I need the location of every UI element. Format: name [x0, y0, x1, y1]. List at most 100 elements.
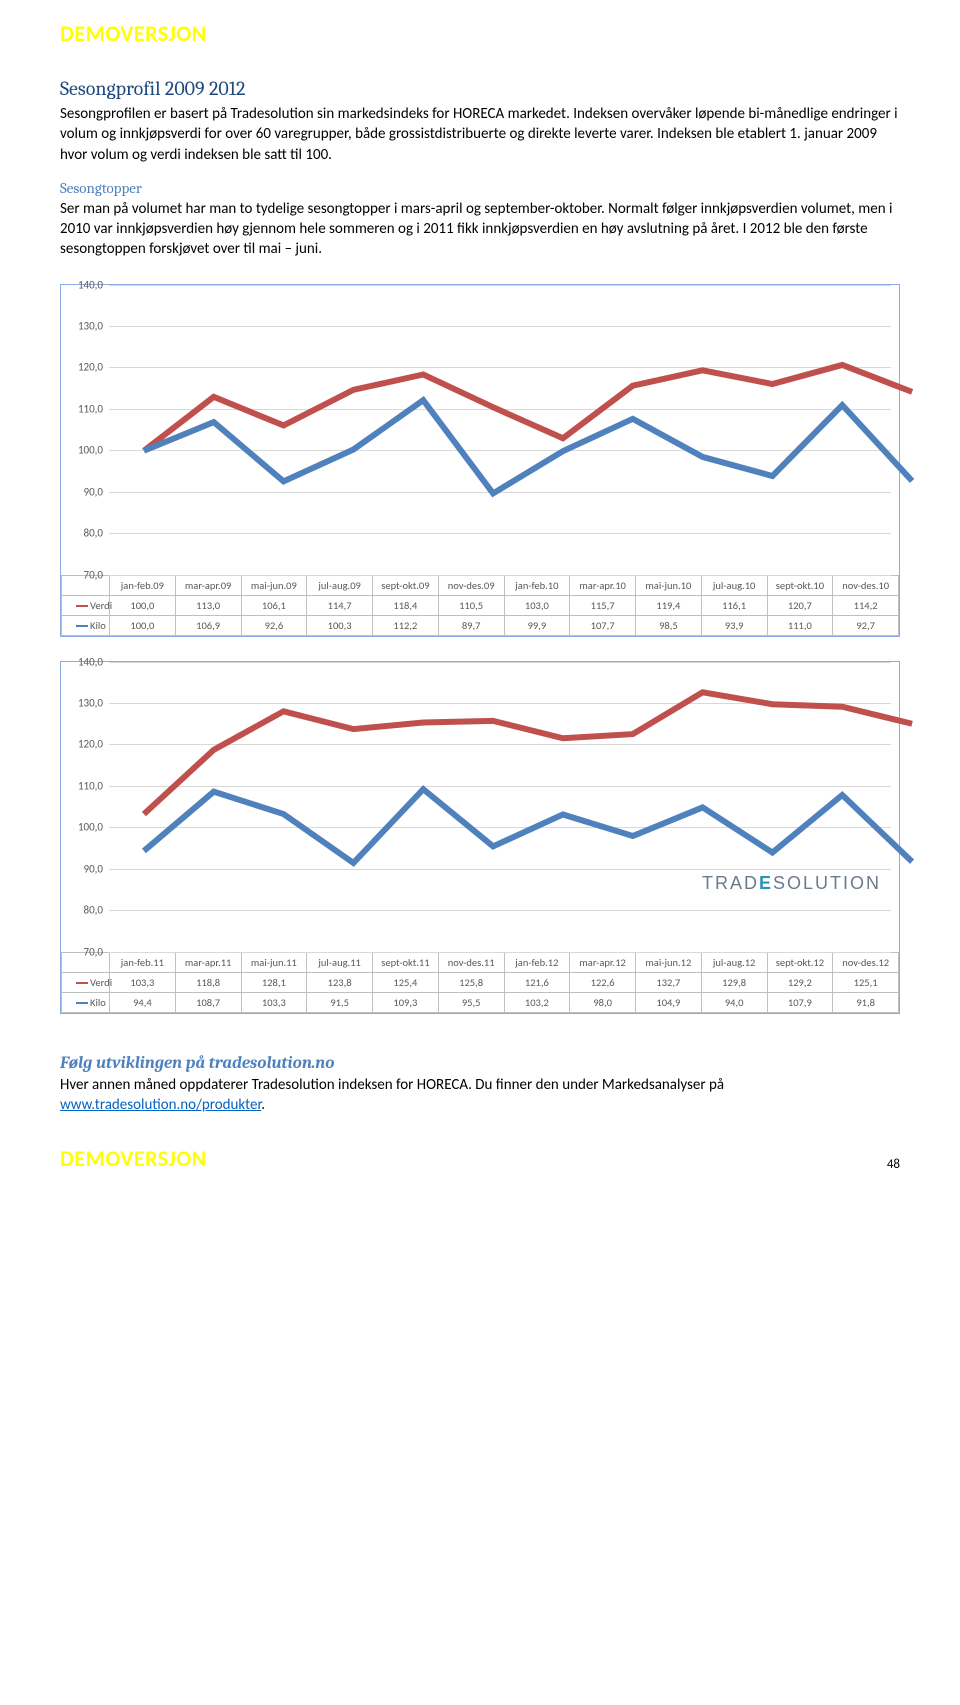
verdi-cell: 128,1 — [241, 972, 307, 992]
verdi-cell: 132,7 — [636, 972, 702, 992]
kilo-cell: 91,8 — [833, 992, 899, 1012]
watermark-top: DEMOVERSJON — [60, 20, 900, 47]
kilo-cell: 112,2 — [373, 615, 439, 635]
y-tick: 90,0 — [84, 862, 103, 875]
watermark-bottom: DEMOVERSJON — [60, 1145, 900, 1172]
y-tick: 110,0 — [78, 779, 103, 792]
kilo-cell: 109,3 — [373, 992, 439, 1012]
y-tick: 130,0 — [78, 696, 103, 709]
category-header: mar-apr.09 — [175, 575, 241, 595]
follow-title: Følg utviklingen på tradesolution.no — [60, 1054, 900, 1073]
y-tick: 100,0 — [78, 821, 103, 834]
verdi-cell: 120,7 — [767, 595, 833, 615]
verdi-cell: 114,2 — [833, 595, 899, 615]
verdi-cell: 116,1 — [701, 595, 767, 615]
subsection-body: Ser man på volumet har man to tydelige s… — [60, 199, 900, 260]
y-tick: 80,0 — [84, 904, 103, 917]
kilo-cell: 100,3 — [307, 615, 373, 635]
verdi-cell: 125,1 — [833, 972, 899, 992]
kilo-cell: 108,7 — [175, 992, 241, 1012]
verdi-cell: 125,8 — [438, 972, 504, 992]
verdi-cell: 129,2 — [767, 972, 833, 992]
verdi-cell: 118,4 — [373, 595, 439, 615]
kilo-cell: 100,0 — [110, 615, 176, 635]
section-title: Sesongprofil 2009 2012 — [60, 77, 900, 100]
category-header: nov-des.11 — [438, 952, 504, 972]
category-header: mai-jun.10 — [636, 575, 702, 595]
verdi-cell: 129,8 — [701, 972, 767, 992]
kilo-cell: 98,0 — [570, 992, 636, 1012]
category-header: sept-okt.12 — [767, 952, 833, 972]
category-header: jul-aug.09 — [307, 575, 373, 595]
verdi-cell: 123,8 — [307, 972, 373, 992]
tradesolution-link[interactable]: www.tradesolution.no/produkter — [60, 1096, 261, 1114]
verdi-cell: 115,7 — [570, 595, 636, 615]
chart-2011-2012: 70,080,090,0100,0110,0120,0130,0140,0 TR… — [60, 661, 900, 1014]
category-header: nov-des.12 — [833, 952, 899, 972]
chart1-data-table: jan-feb.09mar-apr.09mai-jun.09jul-aug.09… — [61, 575, 899, 636]
kilo-cell: 95,5 — [438, 992, 504, 1012]
kilo-cell: 89,7 — [438, 615, 504, 635]
kilo-cell: 94,4 — [110, 992, 176, 1012]
verdi-cell: 118,8 — [175, 972, 241, 992]
category-header: jul-aug.11 — [307, 952, 373, 972]
kilo-cell: 99,9 — [504, 615, 570, 635]
y-tick: 120,0 — [78, 361, 103, 374]
category-header: mar-apr.10 — [570, 575, 636, 595]
verdi-cell: 114,7 — [307, 595, 373, 615]
category-header: jan-feb.11 — [110, 952, 176, 972]
kilo-cell: 93,9 — [701, 615, 767, 635]
kilo-cell: 92,6 — [241, 615, 307, 635]
category-header: nov-des.09 — [438, 575, 504, 595]
category-header: jan-feb.12 — [504, 952, 570, 972]
verdi-cell: 113,0 — [175, 595, 241, 615]
category-header: mai-jun.11 — [241, 952, 307, 972]
verdi-cell: 125,4 — [373, 972, 439, 992]
kilo-label: Kilo — [62, 992, 110, 1012]
kilo-cell: 106,9 — [175, 615, 241, 635]
line-verdi — [144, 692, 912, 814]
category-header: mar-apr.12 — [570, 952, 636, 972]
y-tick: 120,0 — [78, 738, 103, 751]
category-header: mai-jun.12 — [636, 952, 702, 972]
verdi-cell: 103,0 — [504, 595, 570, 615]
y-tick: 140,0 — [78, 278, 103, 291]
kilo-cell: 107,7 — [570, 615, 636, 635]
line-kilo — [144, 789, 912, 863]
verdi-cell: 121,6 — [504, 972, 570, 992]
verdi-cell: 103,3 — [110, 972, 176, 992]
y-tick: 110,0 — [78, 402, 103, 415]
subsection-title: Sesongtopper — [60, 179, 900, 197]
category-header: mai-jun.09 — [241, 575, 307, 595]
category-header: jul-aug.12 — [701, 952, 767, 972]
verdi-cell: 119,4 — [636, 595, 702, 615]
category-header: jan-feb.09 — [110, 575, 176, 595]
y-tick: 90,0 — [84, 485, 103, 498]
verdi-cell: 110,5 — [438, 595, 504, 615]
verdi-cell: 106,1 — [241, 595, 307, 615]
y-tick: 130,0 — [78, 319, 103, 332]
kilo-cell: 103,2 — [504, 992, 570, 1012]
kilo-cell: 92,7 — [833, 615, 899, 635]
page-number: 48 — [887, 1157, 900, 1172]
y-tick: 80,0 — [84, 527, 103, 540]
kilo-cell: 104,9 — [636, 992, 702, 1012]
chart2-data-table: jan-feb.11mar-apr.11mai-jun.11jul-aug.11… — [61, 952, 899, 1013]
verdi-label: Verdi — [62, 595, 110, 615]
category-header: sept-okt.10 — [767, 575, 833, 595]
kilo-cell: 111,0 — [767, 615, 833, 635]
category-header: sept-okt.11 — [373, 952, 439, 972]
category-header: mar-apr.11 — [175, 952, 241, 972]
verdi-label: Verdi — [62, 972, 110, 992]
category-header: sept-okt.09 — [373, 575, 439, 595]
tradesolution-logo: TRADESOLUTION — [702, 873, 881, 894]
line-verdi — [144, 364, 912, 450]
category-header: jan-feb.10 — [504, 575, 570, 595]
y-tick: 100,0 — [78, 444, 103, 457]
kilo-label: Kilo — [62, 615, 110, 635]
kilo-cell: 107,9 — [767, 992, 833, 1012]
kilo-cell: 91,5 — [307, 992, 373, 1012]
verdi-cell: 122,6 — [570, 972, 636, 992]
section-intro: Sesongprofilen er basert på Tradesolutio… — [60, 104, 900, 165]
kilo-cell: 94,0 — [701, 992, 767, 1012]
